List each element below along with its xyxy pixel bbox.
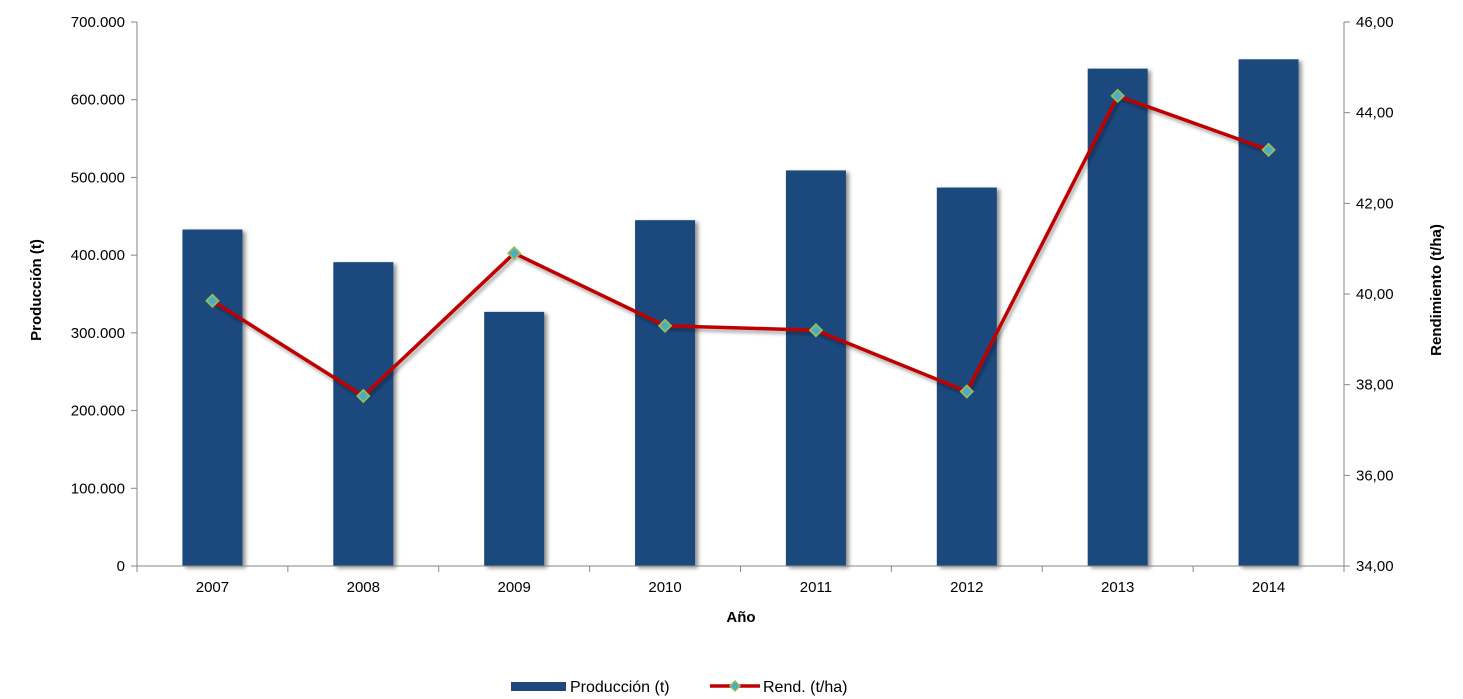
y-tick-label: 200.000 xyxy=(71,403,125,420)
line-marker-2014 xyxy=(1261,142,1276,158)
x-tick-label: 2008 xyxy=(347,579,380,596)
y-tick-label: 400.000 xyxy=(71,247,125,264)
y-tick-label: 500.000 xyxy=(71,169,125,186)
x-tick-label: 2013 xyxy=(1101,579,1134,596)
y-tick-label: 100.000 xyxy=(71,480,125,497)
legend-swatch-marker xyxy=(728,679,742,693)
bar-2013 xyxy=(1087,68,1148,566)
x-tick-label: 2011 xyxy=(800,579,832,596)
bar-2008 xyxy=(333,262,394,566)
y2-tick-label: 38,00 xyxy=(1356,377,1394,394)
x-tick-label: 2010 xyxy=(648,579,681,596)
y-tick-label: 0 xyxy=(117,558,125,575)
y2-tick-label: 40,00 xyxy=(1356,286,1394,303)
bar-2009 xyxy=(484,311,545,566)
y2-tick-label: 44,00 xyxy=(1356,105,1394,122)
legend-swatch-bar xyxy=(511,682,566,691)
x-tick-label: 2012 xyxy=(950,579,983,596)
bar-2014 xyxy=(1238,59,1299,566)
line-marker-2007 xyxy=(205,293,220,309)
axes xyxy=(131,21,1350,572)
y-axis-title: Producción (t) xyxy=(28,239,45,341)
line-marker-2012 xyxy=(959,384,975,399)
line-marker-2013 xyxy=(1110,88,1125,104)
x-tick-label: 2007 xyxy=(196,579,229,596)
bar-series xyxy=(182,59,1299,567)
line-marker-2008 xyxy=(356,388,371,404)
x-tick-label: 2009 xyxy=(498,579,531,596)
legend-label-line: Rend. (t/ha) xyxy=(763,679,847,696)
y-tick-label: 700.000 xyxy=(71,14,125,31)
bar-2007 xyxy=(182,229,243,567)
line-marker-2011 xyxy=(808,322,824,338)
x-axis-title: Año xyxy=(726,609,755,626)
bar-2012 xyxy=(936,187,997,566)
y2-tick-label: 36,00 xyxy=(1356,467,1394,484)
bar-2010 xyxy=(635,220,696,566)
y2-tick-label: 34,00 xyxy=(1356,558,1394,575)
y-tick-label: 600.000 xyxy=(71,92,125,109)
line-marker-2010 xyxy=(657,318,673,334)
bar-2011 xyxy=(785,170,846,567)
line-path xyxy=(211,94,1270,398)
y-tick-label: 300.000 xyxy=(71,325,125,342)
y2-tick-label: 46,00 xyxy=(1356,14,1394,31)
y2-tick-label: 42,00 xyxy=(1356,195,1394,212)
legend: Producción (t) Rend. (t/ha) xyxy=(511,679,847,696)
tick-labels: 0 100.000 200.000 300.000 400.000 500.000 600.… xyxy=(71,14,1394,596)
legend-label-bar: Producción (t) xyxy=(570,679,670,696)
y2-axis-title: Rendimiento (t/ha) xyxy=(1428,224,1445,356)
line-marker-2009 xyxy=(506,245,522,261)
x-tick-label: 2014 xyxy=(1252,579,1285,596)
line-series xyxy=(205,88,1276,404)
